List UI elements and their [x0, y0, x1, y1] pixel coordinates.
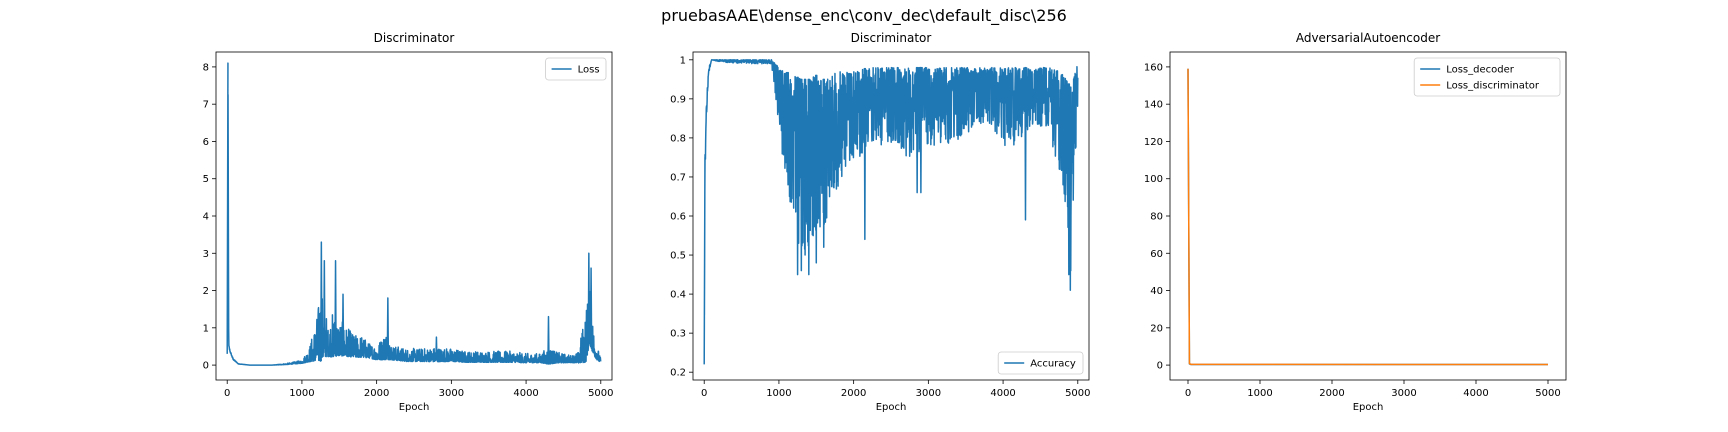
x-tick-label: 2000 — [1319, 388, 1344, 399]
series-line-loss-decoder — [1187, 68, 1548, 366]
y-tick-label: 5 — [203, 174, 209, 185]
x-tick-label: 3000 — [916, 388, 941, 399]
x-tick-label: 4000 — [990, 388, 1015, 399]
chart-title: Discriminator — [851, 31, 932, 45]
figure-suptitle: pruebasAAE\dense_enc\conv_dec\default_di… — [661, 6, 1067, 25]
legend-box — [545, 57, 607, 81]
x-tick-label: 5000 — [1535, 388, 1560, 399]
series-line-loss — [226, 62, 602, 366]
y-tick-label: 0 — [203, 361, 209, 372]
y-tick-label: 1 — [680, 55, 686, 66]
x-tick-label: 0 — [224, 388, 230, 399]
y-tick-label: 6 — [203, 137, 209, 148]
y-tick-label: 100 — [1144, 174, 1163, 185]
x-tick-label: 5000 — [588, 388, 613, 399]
y-tick-label: 1 — [203, 323, 209, 334]
y-tick-label: 60 — [1150, 249, 1163, 260]
x-tick-label: 2000 — [364, 388, 389, 399]
legend: Loss_decoder Loss_discriminator — [1413, 57, 1561, 97]
y-tick-label: 160 — [1144, 62, 1163, 73]
plot-frame — [1169, 51, 1567, 381]
y-tick-label: 20 — [1150, 323, 1163, 334]
y-tick-label: 0.9 — [670, 94, 686, 105]
y-tick-label: 0.2 — [670, 368, 686, 379]
y-tick-label: 7 — [203, 100, 209, 111]
y-tick-label: 0.8 — [670, 133, 686, 144]
chart-panel-2: Discriminator 0 1000 2000 3000 4000 5000 0.2 0.3… — [670, 31, 1090, 413]
x-tick-label: 0 — [1185, 388, 1191, 399]
y-tick-label: 0.3 — [670, 329, 686, 340]
x-axis-label: Epoch — [1353, 402, 1384, 413]
y-tick-label: 0.6 — [670, 212, 686, 223]
chart-title: AdversarialAutoencoder — [1296, 31, 1440, 45]
chart-title: Discriminator — [374, 31, 455, 45]
legend: Loss — [545, 57, 607, 81]
x-axis-label: Epoch — [399, 402, 430, 413]
legend-label: Loss_decoder — [1446, 65, 1515, 76]
x-tick-label: 3000 — [439, 388, 464, 399]
y-tick-label: 0.7 — [670, 172, 686, 183]
x-tick-label: 3000 — [1391, 388, 1416, 399]
chart-panel-1: Discriminator 0 1000 2000 3000 4000 5000 0 1 2 3 4 5… — [203, 31, 614, 413]
y-tick-label: 0.5 — [670, 251, 686, 262]
series-line-loss-discriminator — [1187, 68, 1549, 366]
x-tick-label: 4000 — [513, 388, 538, 399]
x-tick-label: 5000 — [1065, 388, 1090, 399]
y-tick-label: 80 — [1150, 212, 1163, 223]
legend-box — [1413, 57, 1561, 97]
x-tick-label: 1000 — [766, 388, 791, 399]
y-tick-label: 2 — [203, 286, 209, 297]
x-tick-label: 2000 — [841, 388, 866, 399]
x-tick-label: 1000 — [1247, 388, 1272, 399]
legend-label: Accuracy — [1030, 359, 1076, 370]
series-line-accuracy — [703, 59, 1079, 365]
series-group — [1187, 68, 1549, 366]
x-axis-label: Epoch — [876, 402, 907, 413]
y-tick-label: 140 — [1144, 100, 1163, 111]
y-tick-label: 4 — [203, 212, 209, 223]
y-tick-label: 120 — [1144, 137, 1163, 148]
x-tick-label: 0 — [701, 388, 707, 399]
y-tick-label: 0 — [1157, 361, 1163, 372]
y-tick-label: 40 — [1150, 286, 1163, 297]
y-tick-label: 8 — [203, 62, 209, 73]
plot-frame — [215, 51, 613, 381]
series-group — [226, 62, 602, 366]
legend-label: Loss — [578, 65, 600, 76]
y-tick-label: 3 — [203, 249, 209, 260]
series-group — [703, 59, 1079, 365]
x-tick-label: 4000 — [1463, 388, 1488, 399]
x-tick-label: 1000 — [289, 388, 314, 399]
legend-label: Loss_discriminator — [1446, 81, 1540, 92]
y-tick-label: 0.4 — [670, 290, 686, 301]
legend-box — [997, 351, 1084, 375]
legend: Accuracy — [997, 351, 1084, 375]
